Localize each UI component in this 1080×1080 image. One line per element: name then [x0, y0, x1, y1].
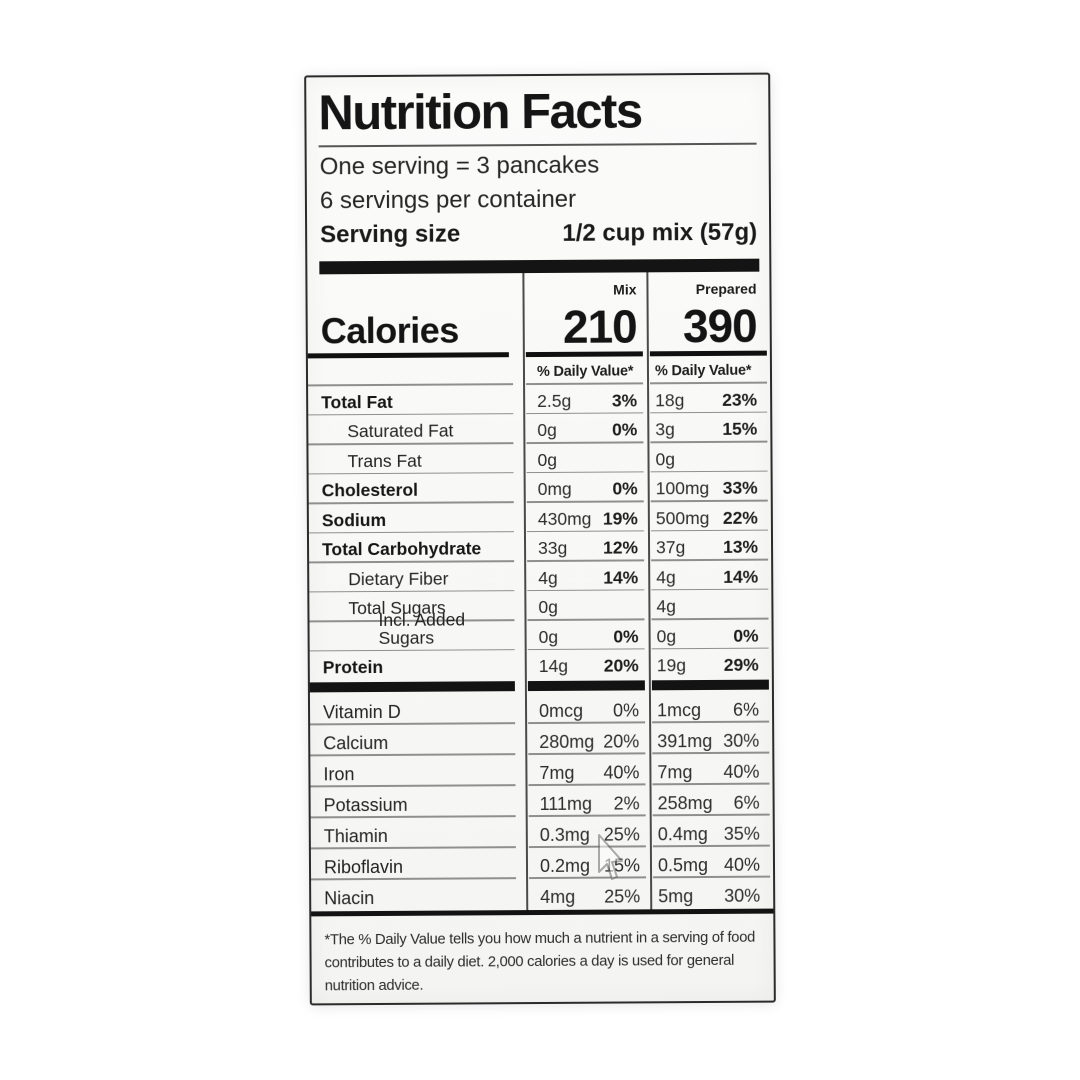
- vitamin-name: Potassium: [323, 794, 408, 816]
- nutrient-name: Saturated Fat: [347, 420, 454, 442]
- nutrient-row: Cholesterol 0mg 0% 100mg 33%: [309, 472, 771, 504]
- nutrient-name: Protein: [322, 657, 384, 678]
- nutrient-name: Total Carbohydrate: [322, 538, 482, 560]
- vitamin-row: Niacin 4mg 25% 5mg 30%: [324, 885, 761, 909]
- vitamin-name: Thiamin: [323, 825, 388, 847]
- calories-row: Calories 210 390: [308, 299, 770, 358]
- nutrient-name: Dietary Fiber: [348, 568, 449, 590]
- vitamin-name: Niacin: [324, 887, 375, 909]
- vitamin-name: Vitamin D: [322, 701, 401, 723]
- nutrient-row: Protein 14g 20% 19g 29%: [322, 655, 759, 678]
- servings-per-container-text: 6 servings per container: [319, 185, 577, 215]
- calories-label: Calories: [320, 309, 459, 352]
- nutrient-row: Total Carbohydrate 33g 12% 37g 13%: [309, 531, 771, 563]
- mix-daily-value-header: % Daily Value*: [523, 356, 647, 385]
- daily-value-header-row: % Daily Value* % Daily Value*: [308, 355, 770, 386]
- vitamin-name: Riboflavin: [323, 856, 404, 878]
- vitamin-row: Riboflavin 0.2mg 15% 0.5mg 40%: [311, 846, 773, 880]
- vitamin-row: Calcium 280mg 20% 391mg 30%: [310, 722, 772, 756]
- daily-value-footnote: *The % Daily Value tells you how much a …: [324, 929, 756, 995]
- vitamin-name: Iron: [323, 764, 355, 785]
- vitamin-row: Thiamin 0.3mg 25% 0.4mg 35%: [311, 815, 773, 849]
- nutrition-table: Mix Prepared Calories 210 390 % Daily Va…: [307, 271, 774, 917]
- serving-size-label: Serving size: [320, 220, 461, 249]
- nutrient-name: Trans Fat: [347, 450, 422, 472]
- nutrition-facts-label: Nutrition Facts One serving = 3 pancakes…: [304, 72, 776, 1006]
- nutrient-row: Incl. Added Sugars 0g 0% 0g 0%: [310, 610, 772, 651]
- mix-column-header: Mix: [613, 281, 637, 298]
- calories-prepared-value: 390: [682, 299, 757, 352]
- nutrient-name: Incl. Added Sugars: [378, 609, 466, 648]
- nutrient-name: Total Fat: [321, 391, 393, 413]
- prepared-daily-value-header: % Daily Value*: [647, 355, 770, 384]
- vitamin-row: Iron 7mg 40% 7mg 40%: [310, 753, 772, 787]
- vitamin-row: Vitamin D 0mcg 0% 1mcg 6%: [310, 691, 772, 725]
- vitamin-name: Calcium: [323, 732, 389, 754]
- vitamin-row: Potassium 111mg 2% 258mg 6%: [311, 784, 773, 818]
- prepared-column-header: Prepared: [695, 280, 757, 297]
- nutrient-name: Cholesterol: [321, 480, 419, 501]
- column-header-row: Mix Prepared: [307, 271, 769, 302]
- nutrient-name: Sodium: [321, 509, 387, 531]
- serving-size-value: 1/2 cup mix (57g): [562, 218, 758, 247]
- nutrient-row: Dietary Fiber 4g 14% 4g 14%: [309, 560, 771, 592]
- mouse-pointer-icon: [598, 834, 623, 880]
- nutrient-row: Trans Fat 0g 0g: [308, 442, 770, 474]
- serving-size-row: Serving size 1/2 cup mix (57g): [320, 215, 757, 250]
- serving-equivalence-text: One serving = 3 pancakes: [319, 151, 600, 181]
- label-title: Nutrition Facts: [318, 84, 757, 148]
- nutrient-row: Sodium 430mg 19% 500mg 22%: [309, 501, 771, 533]
- nutrient-row: Saturated Fat 0g 0% 3g 15%: [308, 413, 770, 445]
- calories-mix-value: 210: [562, 299, 637, 353]
- nutrient-row: Total Fat 2.5g 3% 18g 23%: [308, 383, 770, 415]
